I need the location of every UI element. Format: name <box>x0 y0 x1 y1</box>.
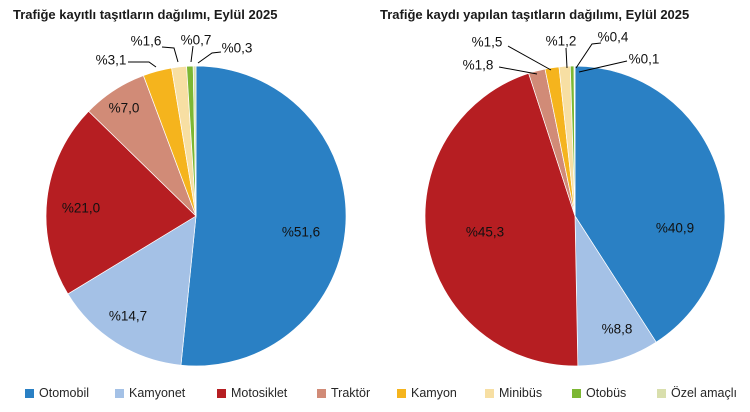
legend-item-4: Kamyon <box>397 384 457 402</box>
legend-label-0: Otomobil <box>39 386 90 400</box>
legend-label-7: Özel amaçlı <box>671 386 737 400</box>
legend-item-3: Traktör <box>317 384 370 402</box>
slice-0-2 <box>45 110 197 295</box>
slice-label-1-1: %8,8 <box>602 322 633 337</box>
legend-swatch-icon-5 <box>485 388 494 398</box>
slice-label-0-0: %51,6 <box>282 225 320 240</box>
slice-0-7 <box>192 65 197 217</box>
legend-item-7: Özel amaçlı <box>657 384 737 402</box>
legend-swatch-icon-2 <box>217 388 226 398</box>
slice-label-1-7: %0,1 <box>629 52 660 67</box>
legend-item-2: Motosiklet <box>217 384 287 402</box>
legend-swatch-icon-7 <box>657 388 666 398</box>
chart-title-newly-registered-vehicles: Trafiğe kaydı yapılan taşıtların dağılım… <box>380 7 690 22</box>
slice-label-1-5: %1,2 <box>546 34 577 49</box>
legend: Otomobil Kamyonet Motosiklet Traktör Kamyon M… <box>0 384 750 406</box>
slice-1-0 <box>574 65 726 343</box>
legend-item-6: Otobüs <box>572 384 626 402</box>
leader-line-1-7 <box>578 60 628 73</box>
legend-item-1: Kamyonet <box>115 384 185 402</box>
slice-0-1 <box>67 215 197 366</box>
slice-label-1-3: %1,8 <box>463 58 494 73</box>
leader-line-0-7 <box>197 51 222 64</box>
legend-label-3: Traktör <box>331 386 371 400</box>
legend-label-2: Motosiklet <box>231 386 288 400</box>
slice-1-7 <box>573 65 576 217</box>
slice-label-1-0: %40,9 <box>656 221 694 236</box>
legend-label-4: Kamyon <box>411 386 457 400</box>
slice-label-0-2: %21,0 <box>62 201 100 216</box>
leader-line-0-5 <box>161 46 179 63</box>
slice-1-1 <box>574 214 657 367</box>
legend-label-6: Otobüs <box>586 386 627 400</box>
slice-label-0-4: %3,1 <box>96 53 127 68</box>
legend-item-5: Minibüs <box>485 384 542 402</box>
legend-swatch-icon-1 <box>115 388 124 398</box>
legend-item-0: Otomobil <box>25 384 89 402</box>
leader-line-0-6 <box>190 45 194 63</box>
slice-label-0-3: %7,0 <box>109 101 140 116</box>
legend-label-1: Kamyonet <box>129 386 186 400</box>
legend-swatch-icon-4 <box>397 388 406 398</box>
chart-title-registered-vehicles: Trafiğe kayıtlı taşıtların dağılımı, Eyl… <box>13 7 278 22</box>
leader-line-1-4 <box>507 45 552 71</box>
slice-label-0-5: %1,6 <box>131 34 162 49</box>
slice-label-1-2: %45,3 <box>466 225 504 240</box>
legend-swatch-icon-6 <box>572 388 581 398</box>
leader-line-1-3 <box>498 66 538 75</box>
slice-1-2 <box>424 72 579 367</box>
legend-label-5: Minibüs <box>499 386 543 400</box>
legend-swatch-icon-0 <box>25 388 34 398</box>
slice-label-0-1: %14,7 <box>109 309 147 324</box>
slice-0-0 <box>180 65 347 367</box>
slice-label-1-6: %0,4 <box>598 30 629 45</box>
leader-line-1-6 <box>575 42 602 69</box>
leader-line-1-5 <box>565 47 568 69</box>
slice-label-1-4: %1,5 <box>472 35 503 50</box>
leader-line-0-4 <box>128 61 157 68</box>
legend-swatch-icon-3 <box>317 388 326 398</box>
slice-label-0-6: %0,7 <box>181 33 212 48</box>
slice-label-0-7: %0,3 <box>222 41 253 56</box>
